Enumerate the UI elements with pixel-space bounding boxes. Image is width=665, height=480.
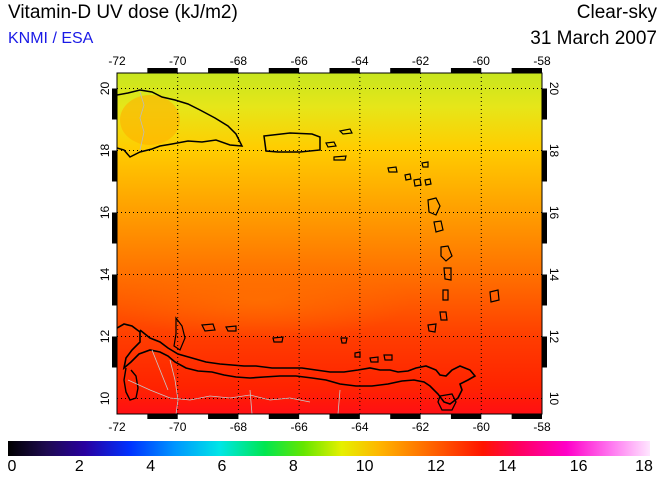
frame-bar-bottom bbox=[147, 414, 178, 419]
south-america-coast bbox=[117, 323, 477, 405]
source-credit: KNMI / ESA bbox=[8, 30, 94, 47]
frame-bar-bottom bbox=[390, 414, 421, 419]
lat-tick-left: 10 bbox=[98, 392, 112, 406]
hispaniola-shade bbox=[120, 95, 180, 145]
frame-bar-left bbox=[112, 88, 117, 120]
frame-bar-left bbox=[112, 274, 117, 306]
frame-bar-top bbox=[329, 68, 360, 73]
lon-tick-top: -72 bbox=[108, 54, 126, 68]
frame-bar-left bbox=[112, 336, 117, 368]
lon-tick-bottom: -60 bbox=[473, 420, 491, 434]
map-title: Vitamin-D UV dose (kJ/m2) bbox=[8, 2, 238, 23]
lat-tick-left: 18 bbox=[98, 144, 112, 158]
lon-tick-bottom: -70 bbox=[169, 420, 187, 434]
colorbar-tick: 8 bbox=[288, 458, 298, 475]
lon-tick-top: -62 bbox=[412, 54, 430, 68]
graticule bbox=[117, 73, 542, 414]
colorbar-tick: 0 bbox=[7, 458, 17, 475]
frame-bar-bottom bbox=[450, 414, 482, 419]
colorbar-tick: 4 bbox=[146, 458, 156, 475]
lon-tick-top: -68 bbox=[230, 54, 248, 68]
frame-bar-top bbox=[208, 68, 239, 73]
frame-bar-bottom bbox=[511, 414, 542, 419]
country-borders bbox=[127, 349, 341, 414]
lat-tick-right: 10 bbox=[547, 392, 561, 406]
lat-tick-right: 20 bbox=[547, 82, 561, 96]
colorbar-tick: 16 bbox=[569, 458, 588, 475]
lon-tick-top: -60 bbox=[473, 54, 491, 68]
lon-tick-top: -64 bbox=[351, 54, 369, 68]
hispaniola-coast bbox=[117, 89, 244, 158]
lat-tick-left: 20 bbox=[98, 82, 112, 96]
colorbar-tick: 2 bbox=[74, 458, 84, 475]
frame-bar-top bbox=[268, 68, 300, 73]
frame-bar-right bbox=[542, 88, 547, 120]
colorbar-tick: 6 bbox=[217, 458, 227, 475]
frame-bar-top bbox=[511, 68, 542, 73]
lon-tick-bottom: -66 bbox=[290, 420, 308, 434]
virgin-islands-coast bbox=[333, 128, 353, 161]
frame-bar-bottom bbox=[329, 414, 360, 419]
lat-tick-right: 16 bbox=[547, 206, 561, 220]
lat-tick-right: 12 bbox=[547, 330, 561, 344]
lat-tick-right: 14 bbox=[547, 268, 561, 282]
vieques-coast bbox=[325, 141, 337, 148]
lat-tick-left: 14 bbox=[98, 268, 112, 282]
lat-tick-left: 16 bbox=[98, 206, 112, 220]
frame-bar-top bbox=[147, 68, 178, 73]
frame-bar-top bbox=[450, 68, 482, 73]
colorbar-tick: 10 bbox=[355, 458, 374, 475]
frame-bar-top bbox=[390, 68, 421, 73]
frame-bar-right bbox=[542, 212, 547, 244]
hispaniola-border bbox=[139, 91, 145, 151]
colorbar-gradient bbox=[8, 441, 650, 456]
frame-bar-left bbox=[112, 212, 117, 244]
lesser-antilles-coast bbox=[387, 161, 500, 333]
puerto-rico-coast bbox=[263, 132, 321, 153]
colorbar-tick: 12 bbox=[427, 458, 445, 475]
lat-tick-right: 18 bbox=[547, 144, 561, 158]
axis-tick-labels: -72 -72 -70 -70 -68 -68 -66 -66 -64 -64 -62 -62 -60 -… bbox=[98, 54, 561, 434]
lat-tick-left: 12 bbox=[98, 330, 112, 344]
lon-tick-top: -58 bbox=[533, 54, 551, 68]
frame-bar-right bbox=[542, 274, 547, 306]
frame-bar-bottom bbox=[208, 414, 239, 419]
maracaibo-lake bbox=[123, 367, 139, 401]
abc-islands-coast bbox=[173, 316, 393, 363]
frame-bar-bottom bbox=[268, 414, 300, 419]
lon-tick-bottom: -64 bbox=[351, 420, 369, 434]
trinidad-coast bbox=[437, 393, 457, 411]
frame-bar-left bbox=[112, 150, 117, 182]
sky-condition: Clear-sky bbox=[576, 2, 657, 23]
frame-bar-right bbox=[542, 336, 547, 368]
colorbar-tick: 14 bbox=[498, 458, 517, 475]
colorbar-tick-labels: 0 2 4 6 8 10 12 14 16 18 bbox=[0, 458, 665, 478]
map-border-bars bbox=[112, 68, 547, 419]
colorbar bbox=[8, 441, 650, 456]
lon-tick-bottom: -68 bbox=[230, 420, 248, 434]
colorbar-tick: 18 bbox=[635, 458, 653, 475]
uv-hotspot bbox=[117, 260, 410, 340]
lon-tick-bottom: -62 bbox=[412, 420, 430, 434]
uv-field bbox=[117, 73, 542, 414]
lon-tick-top: -70 bbox=[169, 54, 187, 68]
map-date: 31 March 2007 bbox=[530, 28, 657, 49]
lon-tick-bottom: -72 bbox=[108, 420, 126, 434]
lon-tick-bottom: -58 bbox=[533, 420, 551, 434]
lon-tick-top: -66 bbox=[290, 54, 308, 68]
frame-bar-right bbox=[542, 150, 547, 182]
